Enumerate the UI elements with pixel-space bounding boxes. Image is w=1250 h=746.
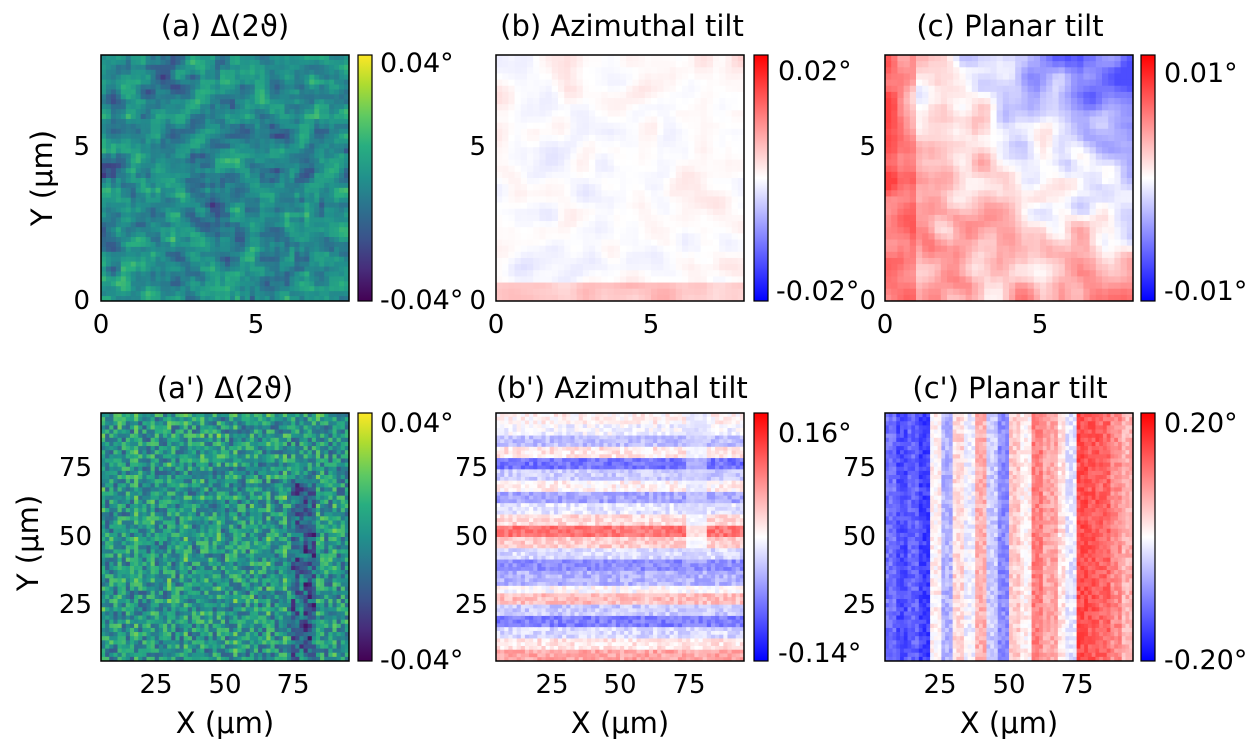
panel-a-heatmap	[101, 55, 349, 301]
panel-b-ytick-0: 0	[469, 286, 486, 316]
panel-a-ylabel: Y (μm)	[25, 130, 59, 227]
panel-c2-heatmap	[885, 413, 1133, 661]
panel-a2-ytick-1: 50	[59, 522, 92, 552]
panel-b2-cbar-max: 0.16°	[778, 418, 852, 449]
panel-a: (a) Δ(2ϑ) Y (μm) 0 5 0 5 0.04° -0.04°	[25, 9, 463, 340]
panel-b2-xtick-0: 25	[535, 670, 568, 700]
panel-c2-title: (c') Planar tilt	[912, 371, 1107, 405]
panel-c2-xtick-2: 75	[1060, 670, 1093, 700]
panel-b: (b) Azimuthal tilt 0 5 0 5 0.02° -0.02°	[469, 9, 859, 340]
panel-b2-ytick-1: 50	[455, 522, 488, 552]
panel-c-colorbar	[1141, 55, 1155, 301]
panel-a2-heatmap	[101, 413, 349, 661]
panel-b-ytick-1: 5	[469, 132, 486, 162]
panel-b-xtick-1: 5	[643, 310, 660, 340]
panel-b-xtick-0: 0	[488, 310, 505, 340]
panel-a-cbar-max: 0.04°	[380, 48, 454, 79]
panel-a-cbar-min: -0.04°	[380, 285, 463, 316]
panel-c-title: (c) Planar tilt	[916, 9, 1103, 43]
panel-a-ytick-1: 5	[73, 132, 90, 162]
panel-a-title: (a) Δ(2ϑ)	[161, 9, 290, 43]
panel-a2-cbar-min: -0.04°	[380, 645, 463, 676]
panel-b-cbar-min: -0.02°	[776, 276, 859, 307]
panel-a-colorbar	[358, 55, 372, 301]
panel-c2-colorbar	[1141, 413, 1155, 661]
panel-b2-ytick-0: 25	[455, 590, 488, 620]
panel-c-ytick-0: 0	[859, 286, 876, 316]
panel-a2-xtick-2: 75	[276, 670, 309, 700]
panel-c2-ytick-0: 25	[843, 590, 876, 620]
panel-b2: (b') Azimuthal tilt 25 50 75 25 50 75 X …	[455, 371, 861, 740]
panel-a-xtick-0: 0	[93, 310, 110, 340]
panel-b2-title: (b') Azimuthal tilt	[496, 371, 748, 405]
panel-a2-ytick-2: 75	[59, 453, 92, 483]
panel-c-cbar-max: 0.01°	[1164, 58, 1238, 89]
panel-a-ytick-0: 0	[73, 286, 90, 316]
panel-a2-ytick-0: 25	[59, 590, 92, 620]
panel-c2-cbar-max: 0.20°	[1164, 408, 1238, 439]
panel-a2: (a') Δ(2ϑ) Y (μm) 25 50 75 25 50 75 X (μ…	[11, 371, 463, 740]
panel-b2-xtick-2: 75	[672, 670, 705, 700]
panel-c2: (c') Planar tilt 25 50 75 25 50 75 X (μm…	[843, 371, 1247, 740]
panel-c2-xlabel: X (μm)	[960, 706, 1058, 740]
panel-c2-xtick-1: 50	[992, 670, 1025, 700]
panel-b-cbar-max: 0.02°	[778, 56, 852, 87]
panel-c-xtick-1: 5	[1032, 310, 1049, 340]
panel-b-colorbar	[754, 55, 768, 301]
panel-a2-colorbar	[358, 413, 372, 661]
panel-c-ytick-1: 5	[859, 132, 876, 162]
panel-b-title: (b) Azimuthal tilt	[500, 9, 744, 43]
panel-b-heatmap	[496, 55, 744, 301]
panel-a2-cbar-max: 0.04°	[380, 408, 454, 439]
panel-c-xtick-0: 0	[877, 310, 894, 340]
panel-a2-xtick-1: 50	[208, 670, 241, 700]
panel-b2-ytick-2: 75	[455, 453, 488, 483]
panel-b2-colorbar	[754, 413, 768, 661]
panel-a2-title: (a') Δ(2ϑ)	[157, 371, 293, 405]
panel-c2-cbar-min: -0.20°	[1164, 645, 1247, 676]
panel-a-xtick-1: 5	[248, 310, 265, 340]
panel-c-heatmap	[885, 55, 1133, 301]
panel-b2-heatmap	[496, 413, 744, 661]
panel-b2-xtick-1: 50	[603, 670, 636, 700]
panel-c2-xtick-0: 25	[923, 670, 956, 700]
panel-c: (c) Planar tilt 0 5 0 5 0.01° -0.01°	[859, 9, 1247, 340]
panel-a2-xtick-0: 25	[139, 670, 172, 700]
panel-a2-ylabel: Y (μm)	[11, 495, 45, 592]
panel-c2-ytick-1: 50	[843, 522, 876, 552]
panel-c2-ytick-2: 75	[843, 453, 876, 483]
panel-b2-cbar-min: -0.14°	[778, 638, 861, 669]
panel-c-cbar-min: -0.01°	[1164, 276, 1247, 307]
panel-a2-xlabel: X (μm)	[176, 706, 274, 740]
panel-b2-xlabel: X (μm)	[571, 706, 669, 740]
